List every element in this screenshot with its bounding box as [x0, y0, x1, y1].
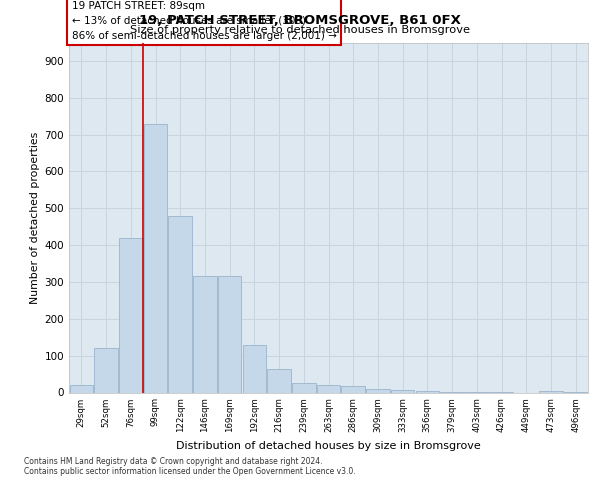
Bar — [119, 238, 143, 392]
X-axis label: Distribution of detached houses by size in Bromsgrove: Distribution of detached houses by size … — [176, 440, 481, 450]
Bar — [268, 368, 291, 392]
Bar — [70, 385, 93, 392]
Bar — [317, 385, 340, 392]
Text: Contains HM Land Registry data © Crown copyright and database right 2024.: Contains HM Land Registry data © Crown c… — [24, 458, 323, 466]
Bar — [391, 390, 415, 392]
Text: 19, PATCH STREET, BROMSGROVE, B61 0FX: 19, PATCH STREET, BROMSGROVE, B61 0FX — [139, 14, 461, 27]
Bar — [292, 384, 316, 392]
Bar — [169, 216, 192, 392]
Bar — [539, 390, 563, 392]
Bar — [341, 386, 365, 392]
Bar — [366, 389, 389, 392]
Bar — [94, 348, 118, 393]
Bar — [193, 276, 217, 392]
Bar — [144, 124, 167, 392]
Bar — [218, 276, 241, 392]
Text: Contains public sector information licensed under the Open Government Licence v3: Contains public sector information licen… — [24, 468, 356, 476]
Y-axis label: Number of detached properties: Number of detached properties — [31, 132, 40, 304]
Bar — [242, 344, 266, 393]
Text: Size of property relative to detached houses in Bromsgrove: Size of property relative to detached ho… — [130, 25, 470, 35]
Text: 19 PATCH STREET: 89sqm
← 13% of detached houses are smaller (309)
86% of semi-de: 19 PATCH STREET: 89sqm ← 13% of detached… — [71, 1, 337, 41]
